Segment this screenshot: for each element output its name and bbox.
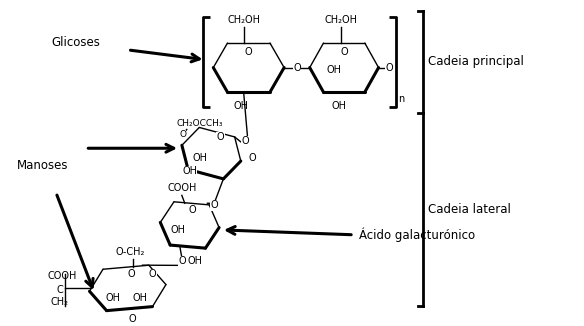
Text: COOH: COOH — [167, 184, 196, 193]
Text: COOH: COOH — [47, 271, 77, 281]
Text: O: O — [245, 47, 252, 57]
Text: OH: OH — [182, 166, 197, 176]
Text: O: O — [217, 132, 224, 142]
Text: Ácido galacturónico: Ácido galacturónico — [359, 228, 475, 242]
Text: OH: OH — [327, 65, 342, 75]
Text: O: O — [128, 269, 135, 279]
Text: Manoses: Manoses — [16, 159, 68, 172]
Text: O: O — [385, 63, 393, 73]
Text: n: n — [398, 94, 405, 104]
Text: OH: OH — [171, 225, 185, 235]
Text: Glicoses: Glicoses — [51, 37, 100, 50]
Text: OH: OH — [106, 293, 120, 303]
Text: CH₂OCCH₃: CH₂OCCH₃ — [177, 119, 224, 128]
Text: O: O — [179, 130, 186, 139]
Text: OH: OH — [192, 153, 207, 163]
Text: Cadeia lateral: Cadeia lateral — [427, 203, 510, 216]
Text: O: O — [242, 136, 249, 146]
Text: C: C — [57, 285, 63, 295]
Text: O: O — [210, 200, 218, 210]
Text: OH: OH — [187, 256, 202, 266]
Text: OH: OH — [132, 293, 147, 303]
Text: Cadeia principal: Cadeia principal — [427, 55, 524, 68]
Text: CH₂: CH₂ — [51, 297, 69, 307]
Text: CH₂OH: CH₂OH — [227, 15, 260, 25]
Text: O: O — [129, 314, 137, 324]
Text: O: O — [178, 257, 186, 266]
Text: OH: OH — [332, 101, 347, 111]
Text: O: O — [340, 47, 348, 57]
Text: O-CH₂: O-CH₂ — [115, 247, 144, 257]
Text: O: O — [148, 269, 156, 279]
Text: OH: OH — [234, 101, 248, 111]
Text: O: O — [249, 153, 256, 163]
Text: O: O — [189, 205, 196, 215]
Text: O: O — [293, 63, 301, 73]
Text: CH₂OH: CH₂OH — [325, 15, 357, 25]
